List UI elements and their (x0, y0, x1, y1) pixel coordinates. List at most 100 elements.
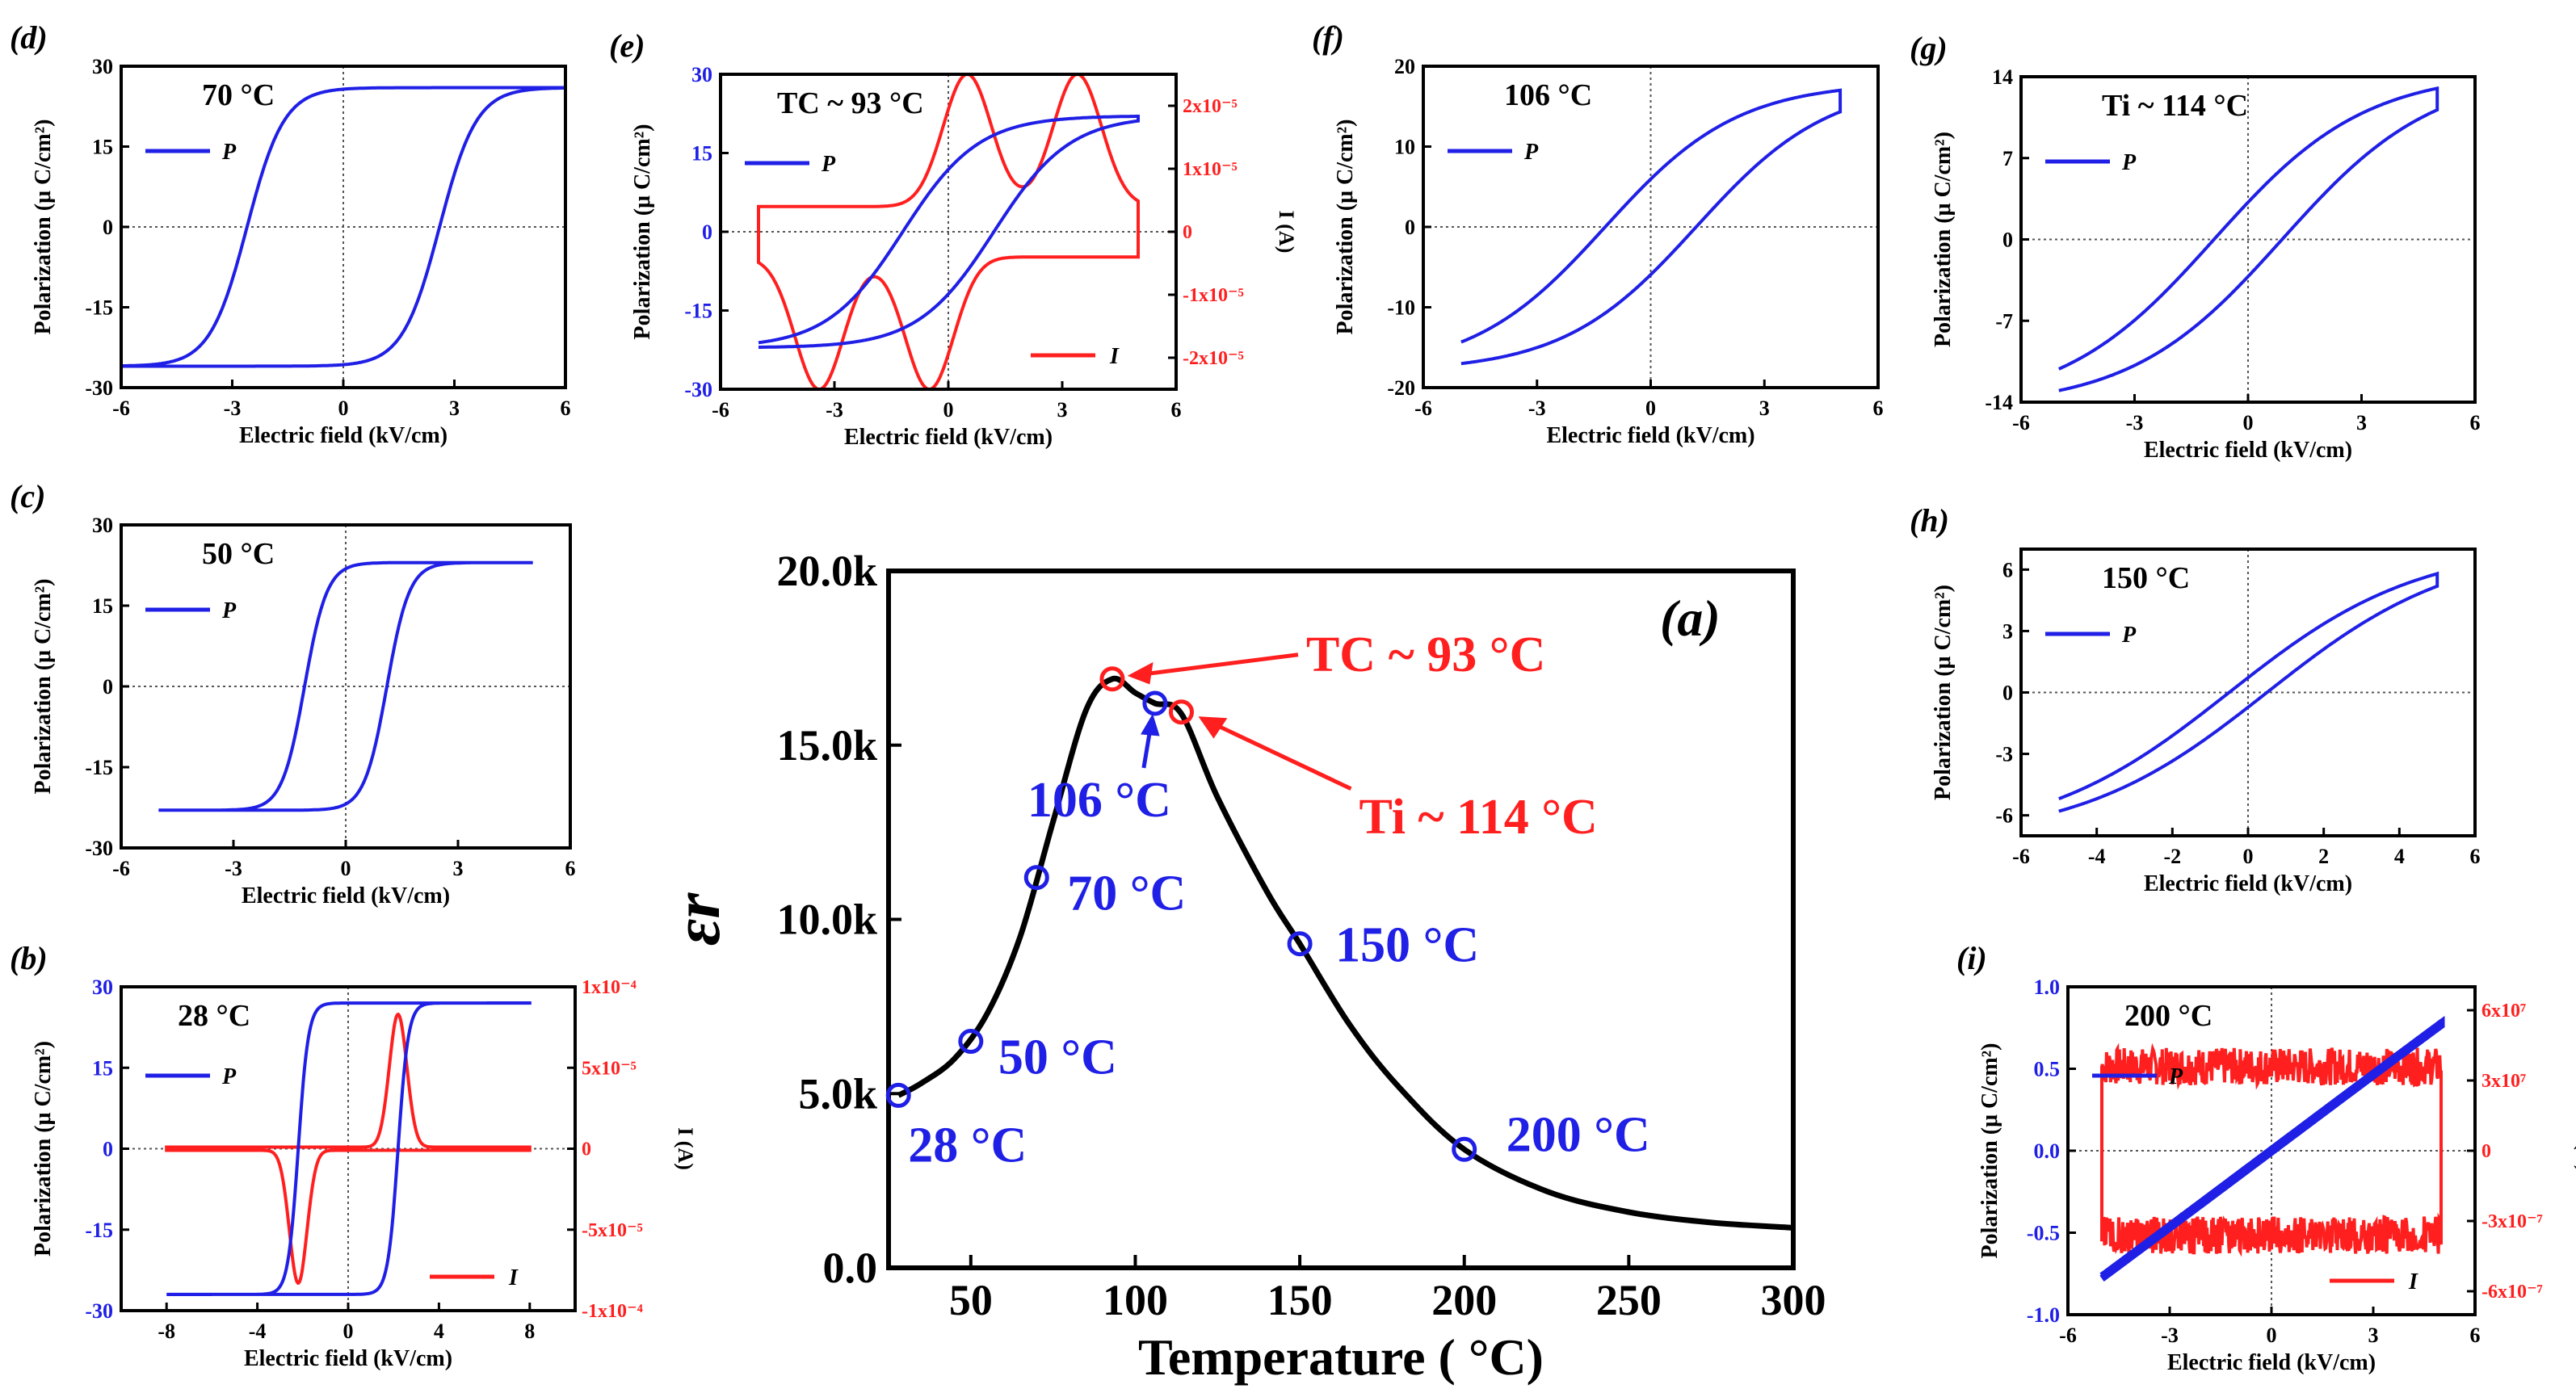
y-tick-label: 0 (2002, 682, 2013, 705)
y-tick-label: -20 (1387, 376, 1415, 400)
temperature-label: 106 °C (1504, 78, 1592, 112)
y-tick-label: -15 (85, 296, 113, 320)
polarization-loop (758, 115, 1140, 349)
legend-p-label: P (2168, 1064, 2183, 1089)
y2-tick-label: 1x10⁻⁵ (1183, 159, 1238, 180)
y-tick-label: 0 (2002, 229, 2013, 252)
x-tick-label: -6 (712, 398, 729, 422)
legend-p-label: P (2121, 150, 2137, 175)
x-axis-label: Electric field (kV/cm) (242, 883, 450, 908)
y-tick-label: -6 (1995, 804, 2013, 828)
y-tick-label: 0 (103, 675, 113, 699)
x-tick-label: 0 (338, 397, 349, 420)
tc-arrowhead (1127, 661, 1154, 685)
polarization-loop (158, 560, 533, 812)
ti-arrow (1201, 716, 1352, 791)
y-tick-label: 0 (103, 216, 113, 239)
marker-label: 50 °C (998, 1030, 1117, 1085)
x-tick-label: -3 (826, 398, 843, 422)
x-tick-label: 3 (2356, 411, 2367, 434)
data-marker (1142, 690, 1168, 716)
x-tick-label: 0 (1645, 397, 1656, 420)
x-tick-label: 6 (1171, 398, 1182, 422)
y-axis-label: Polarization (μ C/cm²) (31, 120, 56, 335)
x-tick-label: 4 (2394, 845, 2405, 868)
y-tick-label: 0.0 (2034, 1139, 2061, 1163)
data-marker (1287, 931, 1313, 957)
x-tick-label: 100 (1103, 1276, 1168, 1324)
data-marker (1168, 699, 1194, 725)
x-axis-label: Electric field (kV/cm) (244, 1346, 452, 1371)
x-tick-label: 3 (1759, 397, 1770, 420)
y-axis-label: Polarization (μ C/cm²) (31, 1041, 56, 1257)
y-tick-label: 30 (691, 63, 712, 86)
panel-letter: (b) (10, 940, 48, 976)
y-tick-label: -30 (684, 378, 712, 401)
data-marker (958, 1029, 984, 1055)
marker-label: 200 °C (1507, 1107, 1650, 1162)
polarization-loop (2057, 86, 2439, 392)
x-tick-label: 3 (1057, 398, 1068, 422)
x-tick-label: 2 (2318, 845, 2329, 868)
data-marker (1099, 666, 1125, 692)
temperature-label: 50 °C (202, 537, 275, 571)
y-axis-label: Polarization (μ C/cm²) (31, 579, 56, 795)
y2-tick-label: 0 (2481, 1141, 2491, 1162)
x-tick-label: 150 (1267, 1276, 1333, 1324)
x-tick-label: -6 (112, 397, 130, 420)
data-marker (1023, 865, 1049, 891)
current-curve (165, 1012, 532, 1286)
y-axis-label: Polarization (μ C/cm²) (630, 124, 655, 340)
x-tick-label: 6 (2470, 845, 2481, 868)
y-tick-label: 15 (92, 1056, 113, 1080)
legend-p-label: P (1523, 140, 1539, 165)
marker-label: 70 °C (1067, 866, 1186, 921)
y-tick-label: -3 (1995, 743, 2013, 766)
x-tick-label: 6 (565, 857, 576, 880)
x-axis-label: Electric field (kV/cm) (2144, 438, 2352, 463)
x-tick-label: 0 (343, 1320, 354, 1343)
y-tick-label: 0 (702, 220, 712, 244)
y2-tick-label: 6x10⁷ (2481, 1001, 2526, 1022)
y-tick-label: -1.0 (2027, 1303, 2060, 1327)
x-tick-label: 250 (1596, 1276, 1662, 1324)
x-tick-label: -6 (1414, 397, 1432, 420)
y2-tick-label: -1x10⁻⁴ (582, 1301, 643, 1322)
temperature-label: 70 °C (202, 78, 275, 112)
y-tick-label: 0 (103, 1138, 113, 1161)
y2-tick-label: 0 (1183, 222, 1192, 243)
y-tick-label: 6 (2002, 558, 2013, 581)
y2-axis-label: I (A) (2574, 1130, 2576, 1173)
polarization-loop (2058, 571, 2439, 813)
panel-h: -6 -4 -2 0 2 4 6 -6 -3 0 3 6 Electric field (kV/cm) P… (1910, 502, 2481, 896)
y-tick-label: 7 (2002, 147, 2013, 170)
tc-arrow (1131, 652, 1299, 678)
x-axis-label: Electric field (kV/cm) (2167, 1350, 2376, 1375)
x-tick-label: 3 (449, 397, 460, 420)
x-tick-label: -4 (2088, 845, 2106, 868)
panel-a: 50 100 150 200 250 300 0.0 5.0k 10.0k 15.0k 20.0k T… (660, 547, 1826, 1386)
y-tick-label: 3 (2002, 619, 2013, 643)
x-tick-label: 0 (943, 398, 954, 422)
x-tick-label: 0 (341, 857, 351, 880)
x-axis-label: Electric field (kV/cm) (1546, 423, 1754, 448)
x-tick-label: -6 (112, 857, 130, 880)
x-tick-label: -6 (2012, 411, 2030, 434)
y2-tick-label: -1x10⁻⁵ (1183, 285, 1244, 306)
y-tick-label: 30 (92, 514, 113, 537)
y2-tick-label: 5x10⁻⁵ (582, 1058, 637, 1079)
panel-f: -6 -3 0 3 6 -20 -10 0 10 20 Electric field (kV/cm)… (1312, 19, 1884, 448)
panel-letter: (e) (609, 27, 645, 64)
panel-e: -6 -3 0 3 6-30-15015302x10⁻⁵1x10⁻⁵0-1x10⁻⁵-2… (609, 27, 1298, 450)
y-tick-label: 0.0 (823, 1244, 878, 1292)
axes-frame (120, 523, 572, 850)
y-tick-label: 10 (1394, 136, 1415, 159)
permittivity-curve (897, 675, 1794, 1231)
panel-letter: (d) (10, 19, 48, 56)
x-tick-label: 6 (561, 397, 571, 420)
temperature-label: Ti ~ 114 °C (2102, 89, 2248, 123)
y-axis-label: Polarization (μ C/cm²) (1333, 120, 1358, 335)
x-tick-label: -3 (2161, 1324, 2179, 1347)
y-tick-label: 14 (1992, 65, 2013, 89)
